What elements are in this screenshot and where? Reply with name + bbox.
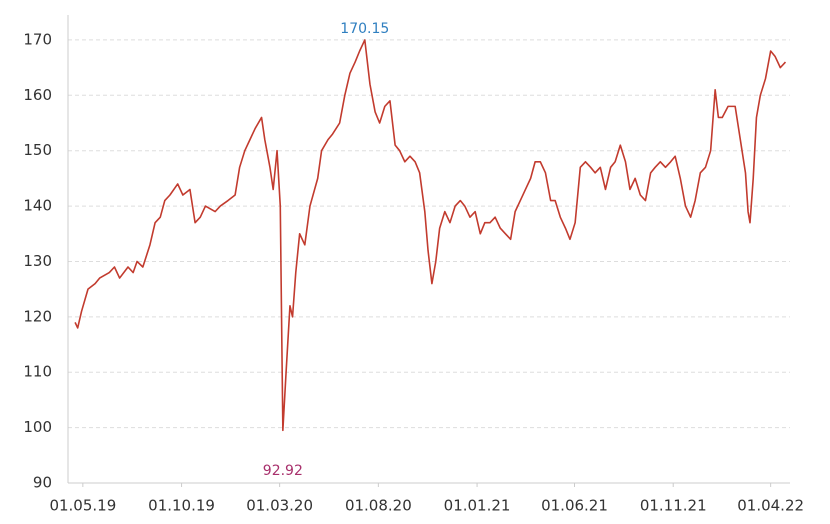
x-tick-label: 01.08.20 bbox=[345, 497, 412, 515]
y-tick-label: 120 bbox=[23, 307, 52, 325]
y-tick-label: 130 bbox=[23, 252, 52, 270]
y-tick-label: 160 bbox=[23, 86, 52, 104]
x-tick-label: 01.06.21 bbox=[541, 497, 608, 515]
x-tick-label: 01.10.19 bbox=[148, 497, 215, 515]
y-tick-label: 170 bbox=[23, 30, 52, 48]
y-tick-label: 140 bbox=[23, 197, 52, 215]
price-line bbox=[74, 39, 787, 432]
y-tick-label: 150 bbox=[23, 141, 52, 159]
x-tick-label: 01.05.19 bbox=[49, 497, 116, 515]
y-tick-label: 90 bbox=[33, 474, 52, 492]
y-tick-label: 110 bbox=[23, 363, 52, 381]
x-tick-label: 01.03.20 bbox=[246, 497, 313, 515]
x-tick-label: 01.11.21 bbox=[640, 497, 707, 515]
y-tick-label: 100 bbox=[23, 418, 52, 436]
x-tick-label: 01.04.22 bbox=[737, 497, 804, 515]
x-tick-label: 01.01.21 bbox=[444, 497, 511, 515]
annotation: 170.15 bbox=[340, 21, 389, 37]
annotation: 92.92 bbox=[263, 463, 303, 479]
